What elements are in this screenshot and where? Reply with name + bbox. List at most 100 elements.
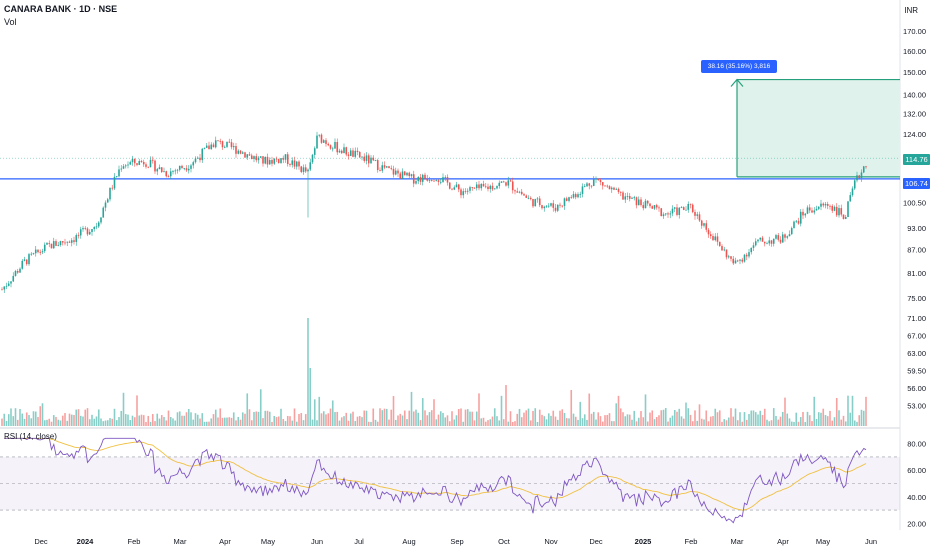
- volume-bar: [124, 414, 127, 426]
- candle-body: [556, 204, 559, 211]
- candle-body: [66, 241, 69, 243]
- candle-body: [343, 147, 345, 154]
- volume-bar: [604, 415, 606, 426]
- volume-bar: [509, 411, 512, 426]
- candle-body: [655, 205, 658, 208]
- volume-bar: [559, 410, 561, 426]
- candle-body: [730, 256, 732, 259]
- candle-body: [455, 184, 458, 188]
- volume-bar: [633, 410, 636, 426]
- candle-body: [68, 241, 71, 243]
- candle-body: [280, 158, 282, 163]
- candle-body: [385, 166, 388, 168]
- volume-bar: [187, 408, 190, 426]
- candle-body: [381, 165, 384, 171]
- candle-body: [500, 181, 503, 183]
- volume-bar: [145, 421, 147, 426]
- volume-bar: [439, 411, 442, 426]
- volume-bar: [491, 416, 494, 426]
- candle-body: [784, 234, 786, 238]
- candle-body: [388, 166, 390, 169]
- candle-body: [817, 206, 820, 209]
- volume-bar: [156, 413, 159, 426]
- volume-bar: [822, 408, 825, 426]
- candle-body: [160, 167, 163, 173]
- candle-body: [327, 143, 330, 146]
- volume-bar: [286, 415, 289, 426]
- candle-body: [831, 205, 834, 211]
- candle-body: [426, 178, 429, 181]
- candle-body: [696, 214, 699, 216]
- candle-body: [379, 169, 381, 171]
- volume-bar: [12, 416, 15, 426]
- volume-bar: [689, 414, 692, 426]
- candle-body: [444, 177, 447, 178]
- volume-bar: [181, 415, 183, 426]
- volume-bar: [5, 420, 8, 426]
- measure-label[interactable]: 38.16 (35.16%) 3,816: [701, 60, 777, 73]
- volume-bar: [367, 421, 370, 426]
- volume-bar: [820, 412, 822, 426]
- volume-bar: [259, 389, 262, 426]
- candle-body: [298, 161, 300, 167]
- horizontal-line[interactable]: [0, 157, 900, 180]
- candle-body: [259, 156, 262, 158]
- price-tick-label: 75.00: [907, 294, 926, 303]
- candle-body: [408, 172, 411, 177]
- candle-body: [311, 154, 314, 163]
- candle-body: [523, 194, 525, 196]
- time-tick-label: Nov: [544, 537, 558, 546]
- volume-bar: [475, 411, 478, 426]
- candle-body: [241, 152, 244, 154]
- time-tick-label: Jun: [865, 537, 877, 546]
- candle-body: [763, 241, 766, 244]
- volume-bar: [588, 393, 591, 426]
- candle-body: [223, 146, 226, 148]
- volume-bar: [808, 415, 811, 426]
- candle-body: [554, 207, 557, 211]
- candle-body: [417, 177, 420, 182]
- volume-bar: [334, 412, 336, 426]
- volume-bar: [268, 411, 271, 426]
- candle-body: [599, 180, 602, 183]
- volume-bar: [192, 419, 195, 426]
- volume-bar: [205, 421, 208, 426]
- volume-bar: [399, 413, 402, 426]
- volume-bar: [507, 421, 510, 426]
- volume-bar: [565, 418, 568, 426]
- time-axis[interactable]: Dec 2024 Feb Mar Apr May Jun Jul Aug Sep Oct Nov Dec…: [34, 537, 877, 546]
- candle-body: [761, 237, 764, 242]
- candle-body: [237, 150, 240, 154]
- volume-bar: [493, 408, 496, 426]
- volume-bar: [840, 419, 843, 426]
- volume-bar: [428, 412, 431, 426]
- volume-bar: [646, 421, 649, 426]
- volume-bar: [624, 416, 627, 426]
- volume-bar: [50, 421, 53, 426]
- candle-body: [214, 140, 217, 148]
- candle-body: [410, 174, 413, 177]
- volume-bar: [311, 419, 314, 426]
- volume-bar: [325, 414, 327, 426]
- candle-body: [545, 205, 548, 207]
- volume-bar: [415, 409, 417, 426]
- candle-body: [84, 228, 87, 229]
- volume-bar: [277, 416, 280, 426]
- volume-bar: [100, 418, 102, 426]
- candle-body: [775, 235, 777, 239]
- price-axis[interactable]: 170.00 160.00 150.00 140.00 132.00 124.00 100.…: [903, 27, 926, 528]
- candle-body: [617, 188, 620, 192]
- volume-bar: [718, 410, 721, 426]
- candle-body: [493, 188, 496, 190]
- volume-bar: [536, 421, 539, 426]
- candle-body: [847, 201, 849, 218]
- candle-body: [586, 183, 588, 187]
- volume-bar: [309, 368, 312, 426]
- candle-body: [55, 241, 57, 246]
- measure-area: [737, 79, 900, 177]
- volume-bar: [336, 411, 339, 426]
- candle-body: [745, 254, 748, 257]
- volume-bar: [199, 418, 201, 426]
- measure-range[interactable]: [730, 78, 900, 178]
